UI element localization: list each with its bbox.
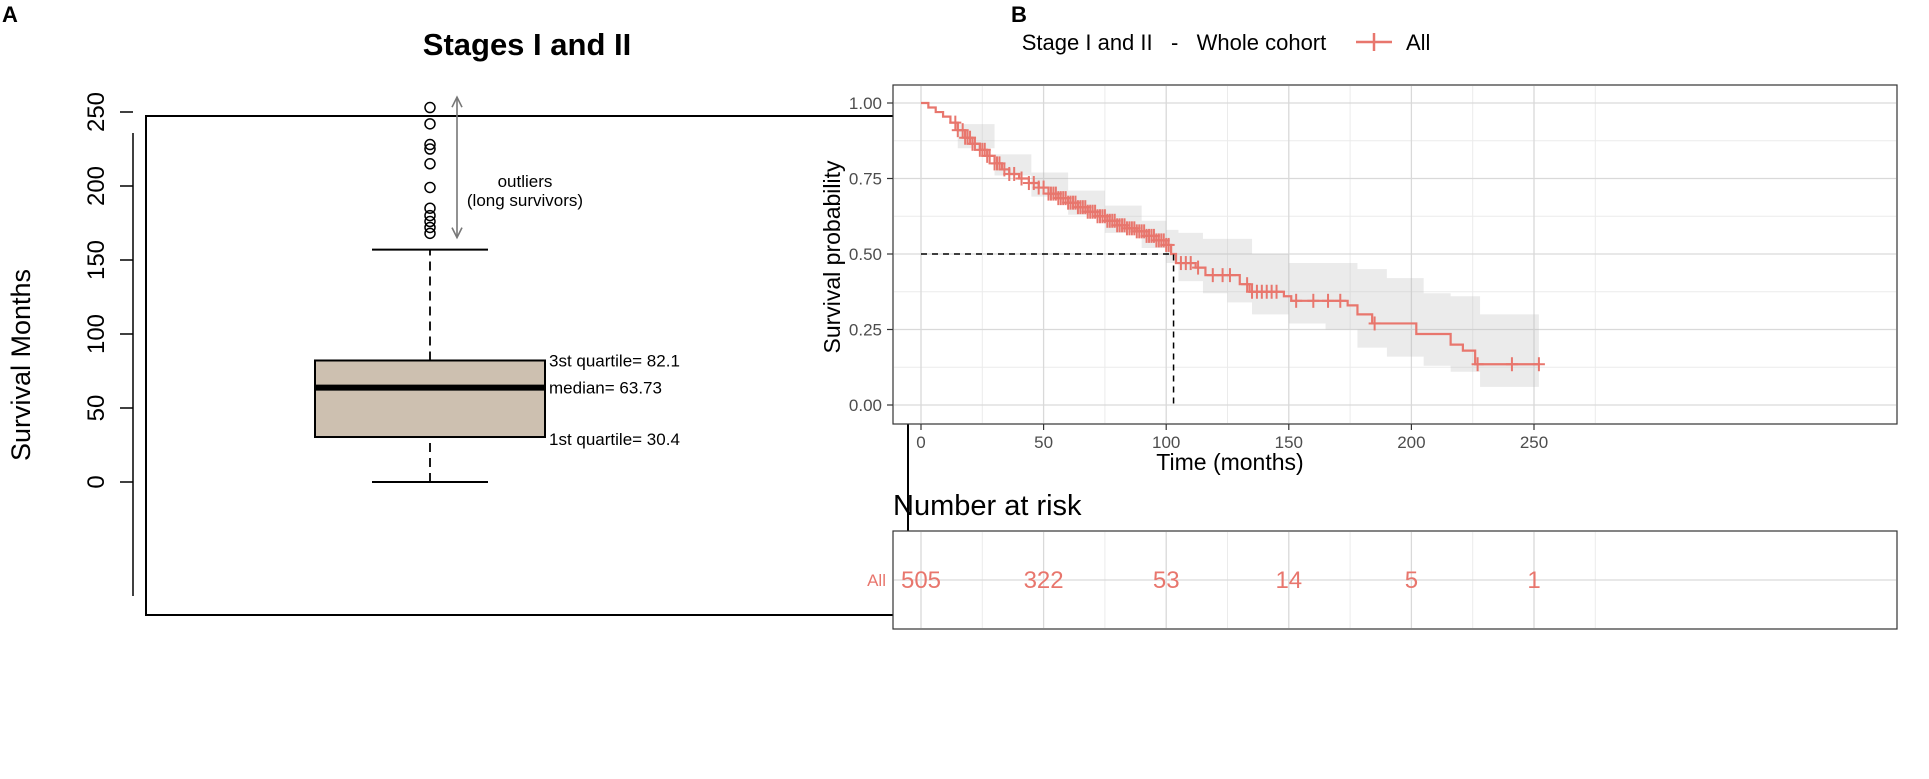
arrow-head-bottom <box>451 227 463 240</box>
outlier-point <box>424 138 436 151</box>
km-x-tick-label: 100 <box>1152 433 1180 452</box>
boxplot-y-tick-label: 150 <box>83 240 110 280</box>
km-x-tick-label: 150 <box>1275 433 1303 452</box>
boxplot-y-axis-label: Survival Months <box>6 269 36 461</box>
boxplot-title: Stages I and II <box>423 27 631 62</box>
boxplot-y-tick-label: 200 <box>83 166 110 206</box>
risk-values: 505 322 53 14 5 1 <box>901 567 1541 594</box>
long-survivors-annotation: (long survivors) <box>467 191 583 210</box>
km-y-ticks: 0.00 0.25 0.50 0.75 1.00 <box>849 94 893 415</box>
interquartile-box <box>314 359 546 439</box>
outlier-point <box>424 215 436 228</box>
number-at-risk-table: Number at risk All 505 322 53 14 5 1 <box>867 490 1898 630</box>
risk-table-gridlines <box>894 532 1896 628</box>
risk-strata-label: All <box>867 571 886 590</box>
q3-annotation: 3st quartile= 82.1 <box>549 351 680 370</box>
boxplot-chart: Stages I and II 0 50 100 150 200 250 Survival… <box>6 27 909 616</box>
risk-value: 505 <box>901 567 941 594</box>
km-x-tick-label: 0 <box>916 433 925 452</box>
q1-annotation: 1st quartile= 30.4 <box>549 430 680 449</box>
panel-a-label: A <box>2 2 18 27</box>
panel-b-label: B <box>1011 2 1027 27</box>
censor-marks <box>949 115 1545 372</box>
outlier-point <box>424 118 436 130</box>
legend-label-all: All <box>1406 30 1430 55</box>
outliers-annotation: outliers <box>498 172 553 191</box>
outlier-point <box>424 101 436 114</box>
median-annotation: median= 63.73 <box>549 379 662 398</box>
km-x-ticks: 0 50 100 150 200 250 <box>916 424 1548 452</box>
km-x-axis-label: Time (months) <box>1156 449 1303 475</box>
risk-table-title: Number at risk <box>893 490 1082 522</box>
confidence-band <box>921 103 1539 387</box>
km-y-tick-label: 0.25 <box>849 321 882 340</box>
risk-value: 322 <box>1024 567 1064 594</box>
boxplot-y-ticks: 0 50 100 150 200 250 <box>83 92 133 489</box>
km-y-tick-label: 0.50 <box>849 245 882 264</box>
outlier-point <box>424 202 436 214</box>
outlier-point <box>424 158 436 170</box>
outlier-point <box>424 221 436 234</box>
km-x-tick-label: 50 <box>1034 433 1053 452</box>
outlier-point <box>424 227 436 240</box>
km-y-axis-label: Survival probability <box>819 160 845 354</box>
boxplot-y-tick-label: 50 <box>83 395 110 422</box>
km-y-tick-label: 0.75 <box>849 170 882 189</box>
risk-value: 1 <box>1527 567 1540 594</box>
risk-value: 53 <box>1153 567 1180 594</box>
legend-key-all <box>1356 33 1392 51</box>
median-survival-reference <box>921 253 1175 405</box>
arrow-head-top <box>451 95 463 108</box>
km-title: Stage I and II - Whole cohort <box>1022 30 1327 55</box>
risk-value: 5 <box>1405 567 1418 594</box>
outlier-point <box>424 209 436 222</box>
boxplot-y-tick-label: 100 <box>83 314 110 354</box>
km-y-tick-label: 1.00 <box>849 94 882 113</box>
outlier-point <box>424 181 436 194</box>
outlier-point <box>424 143 436 155</box>
km-x-tick-label: 250 <box>1520 433 1548 452</box>
outlier-points <box>424 101 436 240</box>
boxplot-y-tick-label: 0 <box>83 475 110 488</box>
boxplot-y-tick-label: 250 <box>83 92 110 132</box>
risk-value: 14 <box>1275 567 1302 594</box>
km-x-tick-label: 200 <box>1397 433 1425 452</box>
survival-curve-chart: Stage I and II - Whole cohort All 0 50 100… <box>819 30 1898 475</box>
km-y-tick-label: 0.00 <box>849 396 882 415</box>
